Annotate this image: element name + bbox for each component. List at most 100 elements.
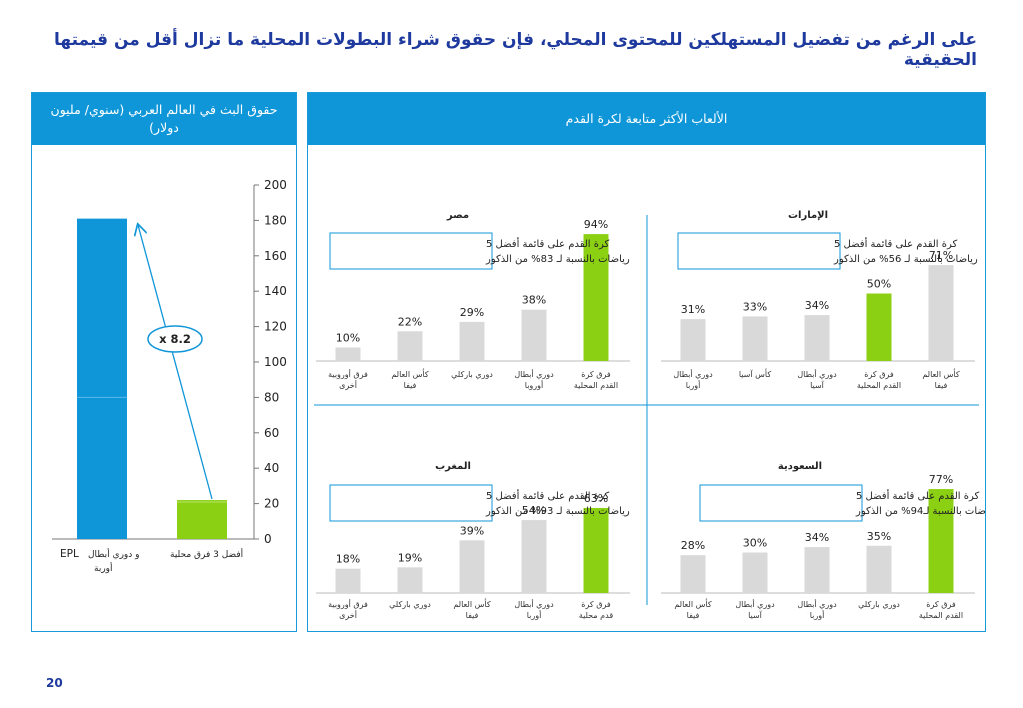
saudi-data-label: 35% xyxy=(867,530,891,543)
saudi-category-label: القدم المحلية xyxy=(919,611,963,620)
uae-bar xyxy=(866,293,892,361)
egypt-note-text: رياضات بالنسبة لـ 83% من الذكور xyxy=(485,254,630,265)
morocco-bar xyxy=(397,567,423,593)
morocco-chart-title: المغرب xyxy=(435,461,471,472)
morocco-category-label: فيفا xyxy=(466,611,479,620)
uae-category-label: آسيا xyxy=(810,380,825,390)
uae-data-label: 34% xyxy=(805,299,829,312)
uae-data-label: 71% xyxy=(929,249,953,262)
morocco-note-text: رياضات بالنسبة لـ 93% من الذكور xyxy=(485,506,630,517)
rights-bar xyxy=(177,500,227,539)
y-tick-label: 40 xyxy=(264,461,279,475)
uae-bar xyxy=(680,319,706,361)
egypt-bar xyxy=(397,331,423,361)
uae-category-label: كأس العالم xyxy=(922,368,959,379)
morocco-category-label: فرق كرة xyxy=(581,600,611,609)
y-tick-label: 20 xyxy=(264,497,279,511)
y-tick-label: 200 xyxy=(264,178,287,192)
egypt-note-text: كرة القدم على قائمة أفضل 5 xyxy=(486,237,610,250)
rights-panel-header: حقوق البث في العالم العربي (سنوي/ مليون … xyxy=(32,93,296,145)
saudi-data-label: 77% xyxy=(929,473,953,486)
saudi-bar xyxy=(928,489,954,593)
saudi-category-label: أوربا xyxy=(810,610,825,620)
rights-chart: 0 20 40 60 80 100 120 140 160 180 200 EPL و دوري أبط… xyxy=(52,178,287,574)
saudi-category-label: فيفا xyxy=(687,611,700,620)
y-tick-label: 120 xyxy=(264,320,287,334)
egypt-category-label: دوري أبطال xyxy=(514,369,554,379)
egypt-bar xyxy=(459,321,485,361)
uae-note-box xyxy=(677,232,841,270)
morocco-category-label: دوري باركلي xyxy=(389,600,431,609)
uae-category-label: فيفا xyxy=(935,381,948,390)
saudi-bar xyxy=(804,547,830,593)
uae-bar xyxy=(928,265,954,361)
egypt-data-label: 22% xyxy=(398,315,422,328)
morocco-category-label: أخرى xyxy=(339,610,357,620)
uae-category-label: فرق كرة xyxy=(864,370,894,379)
uae-bar xyxy=(804,315,830,361)
egypt-category-label: دوري باركلي xyxy=(451,370,493,379)
egypt-data-label: 94% xyxy=(584,218,608,231)
saudi-category-label: دوري أبطال xyxy=(797,599,837,609)
saudi-bar xyxy=(680,555,706,593)
uae-note-text: كرة القدم على قائمة أفضل 5 xyxy=(834,237,958,250)
saudi-category-label: دوري أبطال xyxy=(735,599,775,609)
uae-data-label: 31% xyxy=(681,303,705,316)
saudi-note-box xyxy=(699,484,863,522)
egypt-bar xyxy=(583,234,609,361)
growth-arrow xyxy=(138,225,213,500)
morocco-category-label: كأس العالم xyxy=(453,598,490,609)
morocco-data-label: 54% xyxy=(522,504,546,517)
egypt-data-label: 10% xyxy=(336,332,360,345)
category-label: أفضل 3 فرق محلية xyxy=(170,548,243,560)
morocco-data-label: 18% xyxy=(336,553,360,566)
uae-note-text: رياضات بالنسبة لـ 56% من الذكور xyxy=(833,254,978,265)
saudi-category-label: فرق كرة xyxy=(926,600,956,609)
egypt-category-label: القدم المحلية xyxy=(574,381,618,390)
egypt-data-label: 38% xyxy=(522,294,546,307)
y-tick-label: 160 xyxy=(264,249,287,263)
morocco-data-label: 19% xyxy=(398,551,422,564)
saudi-data-label: 28% xyxy=(681,539,705,552)
page-title: على الرغم من تفضيل المستهلكين للمحتوى ال… xyxy=(54,30,977,70)
uae-data-label: 33% xyxy=(743,300,767,313)
morocco-category-label: دوري أبطال xyxy=(514,599,554,609)
morocco-category-label: أوربا xyxy=(527,610,542,620)
y-tick-label: 80 xyxy=(264,390,279,404)
egypt-category-label: فيفا xyxy=(404,381,417,390)
morocco-category-label: فرق أوروبية xyxy=(328,599,368,609)
morocco-category-label: قدم محلية xyxy=(579,611,613,620)
egypt-category-label: كأس العالم xyxy=(391,368,428,379)
viewership-panel-header: الألعاب الأكثر متابعة لكرة القدم xyxy=(308,93,985,145)
viewership-panel: الألعاب الأكثر متابعة لكرة القدم مصر 94% ف… xyxy=(307,92,997,632)
egypt-bar xyxy=(521,309,547,361)
saudi-category-label: آسيا xyxy=(748,610,763,620)
uae-category-label: دوري أبطال xyxy=(797,369,837,379)
egypt-note-box xyxy=(329,232,493,270)
y-tick-label: 0 xyxy=(264,532,272,546)
saudi-data-label: 34% xyxy=(805,531,829,544)
saudi-bar xyxy=(866,545,892,593)
saudi-note-text: رياضات بالنسبة لـ94% من الذكور xyxy=(855,506,985,517)
morocco-note-box xyxy=(329,484,493,522)
morocco-data-label: 63% xyxy=(584,492,608,505)
category-label: و دوري أبطال xyxy=(88,548,139,560)
page-number: 20 xyxy=(46,676,63,690)
y-tick-label: 60 xyxy=(264,426,279,440)
y-tick-label: 140 xyxy=(264,284,287,298)
rights-panel: حقوق البث في العالم العربي (سنوي/ مليون … xyxy=(31,92,297,632)
egypt-category-label: فرق كرة xyxy=(581,370,611,379)
egypt-category-label: أوروبا xyxy=(525,380,543,390)
y-tick-label: 180 xyxy=(264,213,287,227)
rights-bar xyxy=(77,218,127,539)
multiplier-ellipse xyxy=(147,325,203,353)
uae-bar xyxy=(742,316,768,361)
uae-category-label: كأس آسيا xyxy=(739,368,772,379)
egypt-category-label: أخرى xyxy=(339,380,357,390)
morocco-data-label: 39% xyxy=(460,524,484,537)
morocco-bar xyxy=(335,568,361,593)
morocco-bar xyxy=(459,540,485,593)
uae-category-label: دوري أبطال xyxy=(673,369,713,379)
saudi-note-text: كرة القدم على قائمة أفضل 5 xyxy=(856,489,980,502)
